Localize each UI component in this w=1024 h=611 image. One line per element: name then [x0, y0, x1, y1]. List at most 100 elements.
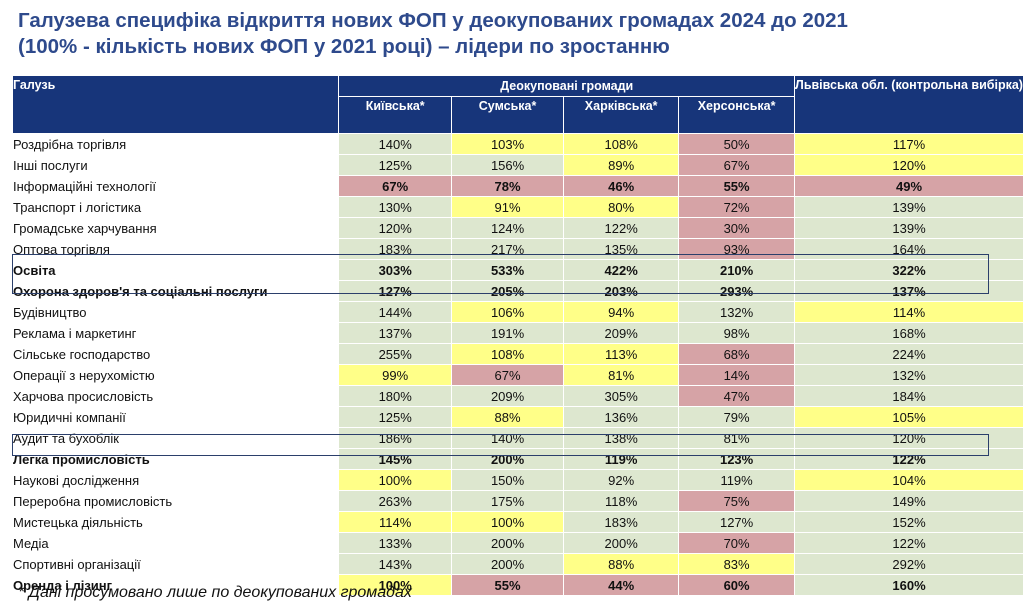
- value-cell: 209%: [563, 322, 680, 344]
- industry-name: Оптова торгівля: [11, 238, 340, 260]
- lviv-value-cell: 117%: [794, 133, 1024, 155]
- value-cell: 140%: [338, 133, 452, 155]
- value-cell: 75%: [678, 490, 796, 512]
- table-row: Освіта 303% 533% 422% 210% 322%: [11, 259, 1024, 281]
- lviv-value-cell: 184%: [794, 385, 1024, 407]
- value-cell: 103%: [450, 133, 565, 155]
- value-cell: 533%: [450, 259, 565, 281]
- industry-name: Будівництво: [11, 301, 340, 323]
- value-cell: 119%: [678, 469, 796, 491]
- page-title: Галузева специфіка відкриття нових ФОП у…: [18, 8, 1018, 60]
- lviv-value-cell: 149%: [794, 490, 1024, 512]
- value-cell: 209%: [450, 385, 565, 407]
- value-cell: 138%: [563, 427, 680, 449]
- value-cell: 94%: [563, 301, 680, 323]
- table-row: Реклама і маркетинг 137% 191% 209% 98% 168%: [11, 322, 1024, 344]
- value-cell: 99%: [338, 364, 452, 386]
- industry-name: Інші послуги: [11, 154, 340, 176]
- value-cell: 200%: [450, 448, 565, 470]
- industry-name: Охорона здоров'я та соціальні послуги: [11, 280, 340, 302]
- table-row: Будівництво 144% 106% 94% 132% 114%: [11, 301, 1024, 323]
- value-cell: 123%: [678, 448, 796, 470]
- value-cell: 120%: [338, 217, 452, 239]
- value-cell: 183%: [338, 238, 452, 260]
- value-cell: 156%: [450, 154, 565, 176]
- value-cell: 67%: [450, 364, 565, 386]
- value-cell: 145%: [338, 448, 452, 470]
- value-cell: 136%: [563, 406, 680, 428]
- value-cell: 175%: [450, 490, 565, 512]
- value-cell: 217%: [450, 238, 565, 260]
- value-cell: 125%: [338, 406, 452, 428]
- value-cell: 55%: [678, 175, 796, 197]
- value-cell: 200%: [450, 553, 565, 575]
- value-cell: 89%: [563, 154, 680, 176]
- lviv-value-cell: 164%: [794, 238, 1024, 260]
- value-cell: 70%: [678, 532, 796, 554]
- value-cell: 124%: [450, 217, 565, 239]
- value-cell: 91%: [450, 196, 565, 218]
- value-cell: 150%: [450, 469, 565, 491]
- industry-name: Інформаційні технології: [11, 175, 340, 197]
- value-cell: 303%: [338, 259, 452, 281]
- value-cell: 293%: [678, 280, 796, 302]
- table-row: Громадське харчування 120% 124% 122% 30% 139%: [11, 217, 1024, 239]
- value-cell: 140%: [450, 427, 565, 449]
- value-cell: 14%: [678, 364, 796, 386]
- value-cell: 81%: [563, 364, 680, 386]
- value-cell: 30%: [678, 217, 796, 239]
- lviv-value-cell: 160%: [794, 574, 1024, 596]
- table-row: Мистецька діяльність 114% 100% 183% 127% 152%: [11, 511, 1024, 533]
- value-cell: 130%: [338, 196, 452, 218]
- value-cell: 44%: [563, 574, 680, 596]
- growth-table: Галузь Деокуповані громади Львівська обл…: [11, 75, 1024, 596]
- value-cell: 200%: [450, 532, 565, 554]
- value-cell: 137%: [338, 322, 452, 344]
- value-cell: 55%: [450, 574, 565, 596]
- table-row: Оптова торгівля 183% 217% 135% 93% 164%: [11, 238, 1024, 260]
- value-cell: 113%: [563, 343, 680, 365]
- table-row: Переробна промисловість 263% 175% 118% 75% 14…: [11, 490, 1024, 512]
- table-row: Харчова просисловість 180% 209% 305% 47% 184%: [11, 385, 1024, 407]
- value-cell: 83%: [678, 553, 796, 575]
- value-cell: 72%: [678, 196, 796, 218]
- value-cell: 92%: [563, 469, 680, 491]
- value-cell: 81%: [678, 427, 796, 449]
- lviv-value-cell: 139%: [794, 196, 1024, 218]
- value-cell: 46%: [563, 175, 680, 197]
- table-row: Медіа 133% 200% 200% 70% 122%: [11, 532, 1024, 554]
- table-row: Юридичні компанії 125% 88% 136% 79% 105%: [11, 406, 1024, 428]
- value-cell: 67%: [338, 175, 452, 197]
- value-cell: 263%: [338, 490, 452, 512]
- value-cell: 50%: [678, 133, 796, 155]
- industry-name: Освіта: [11, 259, 340, 281]
- value-cell: 118%: [563, 490, 680, 512]
- value-cell: 88%: [450, 406, 565, 428]
- value-cell: 80%: [563, 196, 680, 218]
- value-cell: 108%: [563, 133, 680, 155]
- value-cell: 133%: [338, 532, 452, 554]
- table-row: Оренда і лізинг 100% 55% 44% 60% 160%: [11, 574, 1024, 596]
- value-cell: 205%: [450, 280, 565, 302]
- table-row: Легка промисловість 145% 200% 119% 123% 122%: [11, 448, 1024, 470]
- table-row: Транспорт і логістика 130% 91% 80% 72% 139%: [11, 196, 1024, 218]
- lviv-value-cell: 104%: [794, 469, 1024, 491]
- value-cell: 255%: [338, 343, 452, 365]
- value-cell: 144%: [338, 301, 452, 323]
- table-row: Інформаційні технології 67% 78% 46% 55% 49%: [11, 175, 1024, 197]
- industry-name: Легка промисловість: [11, 448, 340, 470]
- header-deoccupied: Деокуповані громади: [338, 75, 796, 97]
- header-region-kharkiv: Харківська*: [563, 96, 680, 134]
- value-cell: 127%: [338, 280, 452, 302]
- header-lviv: Львівська обл. (контрольна вибірка): [794, 75, 1024, 134]
- table-row: Спортивні організації 143% 200% 88% 83% 292%: [11, 553, 1024, 575]
- industry-name: Реклама і маркетинг: [11, 322, 340, 344]
- industry-name: Харчова просисловість: [11, 385, 340, 407]
- value-cell: 68%: [678, 343, 796, 365]
- lviv-value-cell: 114%: [794, 301, 1024, 323]
- industry-name: Переробна промисловість: [11, 490, 340, 512]
- header-industry: Галузь: [11, 75, 340, 134]
- title-line-1: Галузева специфіка відкриття нових ФОП у…: [18, 9, 848, 32]
- value-cell: 67%: [678, 154, 796, 176]
- title-line-2: (100% - кількість нових ФОП у 2021 році)…: [18, 35, 670, 58]
